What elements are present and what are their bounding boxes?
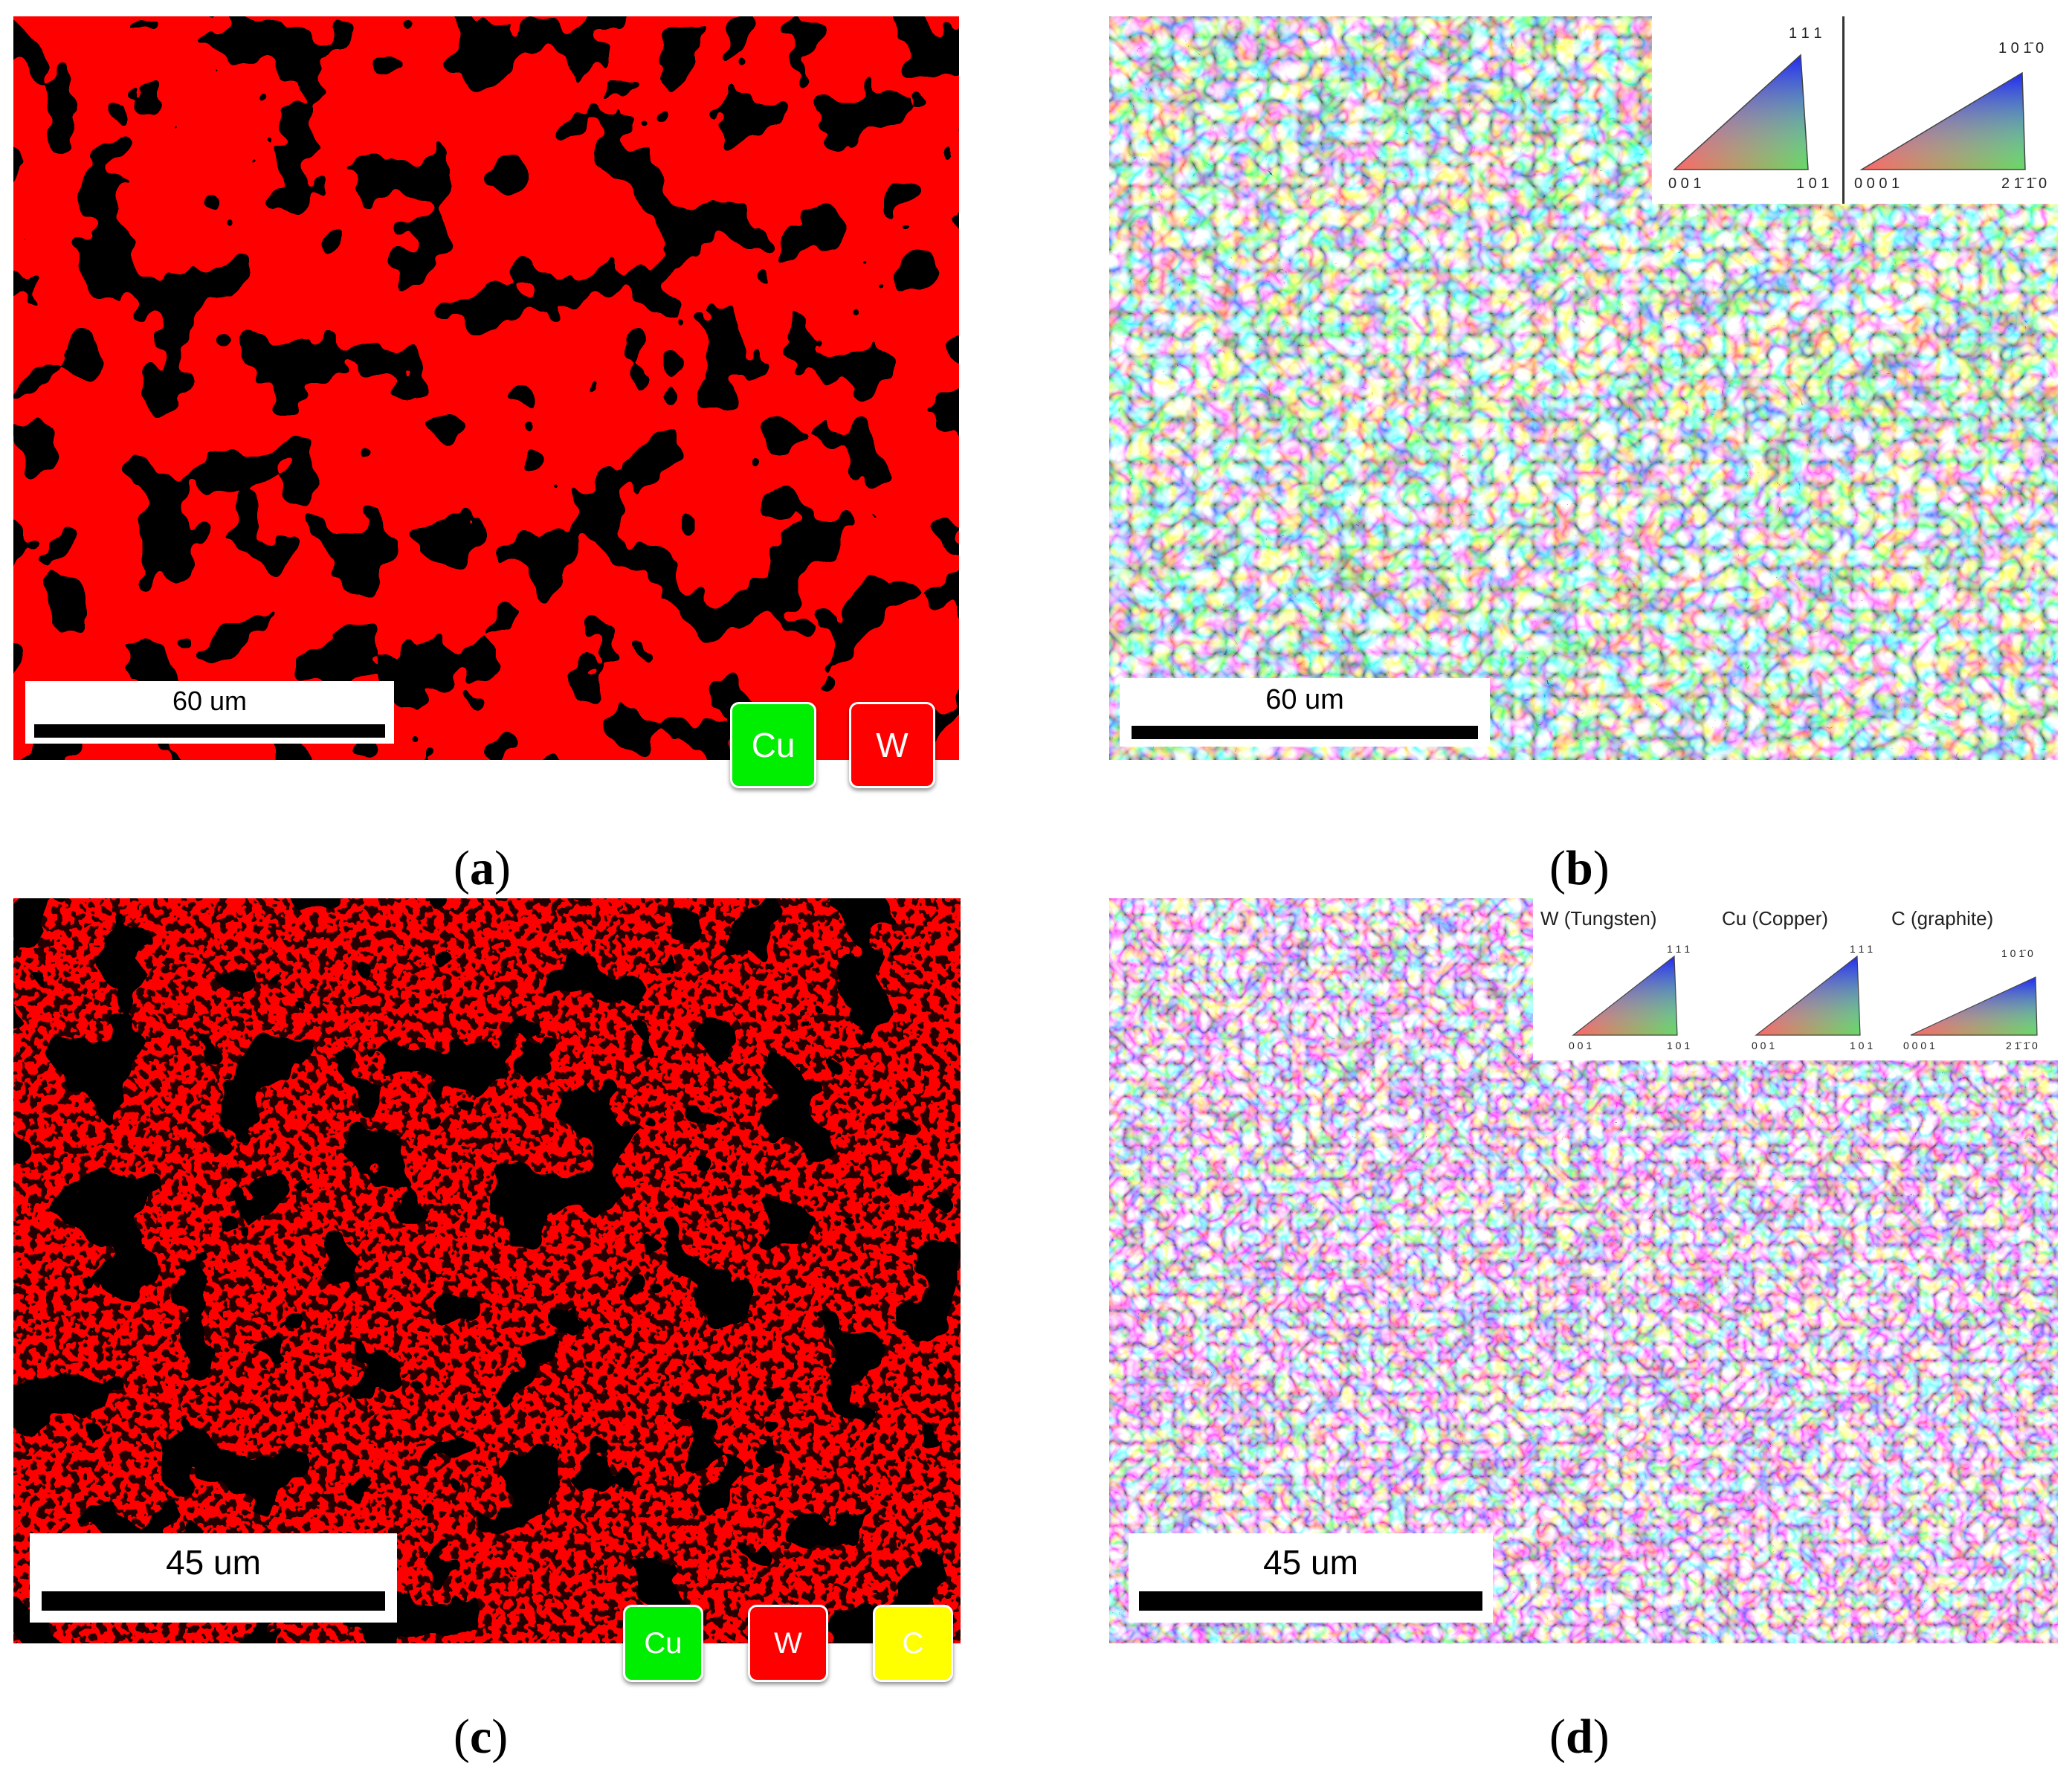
scale-bar-c: 45 um xyxy=(30,1533,397,1623)
scale-bar-label-d: 45 um xyxy=(1263,1543,1358,1582)
legend-badge-cu-c-label: Cu xyxy=(644,1626,682,1660)
ipf-d-c-top: 1 0 1̄ 0 xyxy=(2001,947,2033,959)
caption-d: (d) xyxy=(1549,1710,1610,1764)
ipf-d-c-left: 0 0 0 1 xyxy=(1903,1040,1935,1051)
ipf-d-c-title: C (graphite) xyxy=(1891,907,1994,930)
scale-bar-d: 45 um xyxy=(1129,1533,1493,1623)
ipf-legend-b-divider xyxy=(1842,16,1845,204)
ipf-triangle-cu-d xyxy=(1755,955,1861,1036)
scale-bar-label-c: 45 um xyxy=(166,1543,261,1582)
ipf-d-w-title: W (Tungsten) xyxy=(1540,907,1657,930)
scale-bar-line-c xyxy=(42,1591,385,1611)
legend-badge-w-c-label: W xyxy=(774,1626,802,1660)
caption-d-letter: d xyxy=(1565,1710,1593,1764)
ipf-d-w-right: 1 0 1 xyxy=(1667,1040,1691,1051)
ipf-triangle-w-d xyxy=(1572,955,1678,1036)
ipf-b-hex-right: 2 1̄ 1̄ 0 xyxy=(2001,175,2047,192)
ipf-d-cu-left: 0 0 1 xyxy=(1752,1040,1775,1051)
ipf-d-w-left: 0 0 1 xyxy=(1569,1040,1592,1051)
ipf-b-hex-left: 0 0 0 1 xyxy=(1854,175,1900,192)
legend-badge-w-c: W xyxy=(748,1605,828,1682)
scale-bar-line-b xyxy=(1132,726,1478,739)
panel-c-phase-map xyxy=(13,898,961,1643)
legend-badge-cu-c: Cu xyxy=(623,1605,703,1682)
ipf-b-cubic-top: 1 1 1 xyxy=(1789,25,1822,42)
ipf-d-c-right: 2 1̄ 1̄ 0 xyxy=(2006,1040,2038,1051)
ipf-d-cu-right: 1 0 1 xyxy=(1850,1040,1873,1051)
ipf-b-cubic-right: 1 0 1 xyxy=(1796,175,1830,192)
scale-bar-line-d xyxy=(1139,1591,1482,1611)
caption-c: (c) xyxy=(454,1710,509,1764)
scale-bar-label-a: 60 um xyxy=(172,686,248,716)
caption-c-letter: c xyxy=(469,1710,492,1764)
phase-map-image-c xyxy=(13,898,961,1643)
caption-a-letter: a xyxy=(469,841,494,895)
legend-badge-c-c-label: C xyxy=(902,1626,924,1660)
legend-badge-cu-a: Cu xyxy=(730,702,816,788)
panel-a-phase-map xyxy=(13,16,959,760)
caption-b-letter: b xyxy=(1565,841,1593,895)
legend-badge-w-a: W xyxy=(849,702,935,788)
ipf-triangle-hex-b xyxy=(1859,71,2026,170)
scale-bar-label-b: 60 um xyxy=(1265,684,1344,715)
ipf-triangle-cubic-b xyxy=(1673,54,1809,170)
phase-map-image-a xyxy=(13,16,959,760)
legend-badge-cu-a-label: Cu xyxy=(751,726,795,764)
legend-badge-c-c: C xyxy=(873,1605,953,1682)
ipf-b-hex-top: 1 0 1̄ 0 xyxy=(1998,40,2044,57)
ipf-b-cubic-left: 0 0 1 xyxy=(1668,175,1702,192)
scale-bar-a: 60 um xyxy=(25,681,394,744)
caption-b: (b) xyxy=(1549,841,1610,895)
ipf-d-w-top: 1 1 1 xyxy=(1667,943,1691,955)
scale-bar-line-a xyxy=(34,724,385,738)
caption-a: (a) xyxy=(454,841,511,895)
legend-badge-w-a-label: W xyxy=(876,726,908,764)
scale-bar-b: 60 um xyxy=(1120,678,1490,747)
ipf-triangle-c-d xyxy=(1910,976,2038,1036)
ipf-legend-b: 1 1 1 0 0 1 1 0 1 1 0 1̄ 0 0 0 0 1 2 1̄ … xyxy=(1652,16,2058,204)
ipf-d-cu-top: 1 1 1 xyxy=(1850,943,1873,955)
ipf-d-cu-title: Cu (Copper) xyxy=(1722,907,1829,930)
ipf-legend-d: W (Tungsten) Cu (Copper) C (graphite) 1 … xyxy=(1533,898,2058,1060)
